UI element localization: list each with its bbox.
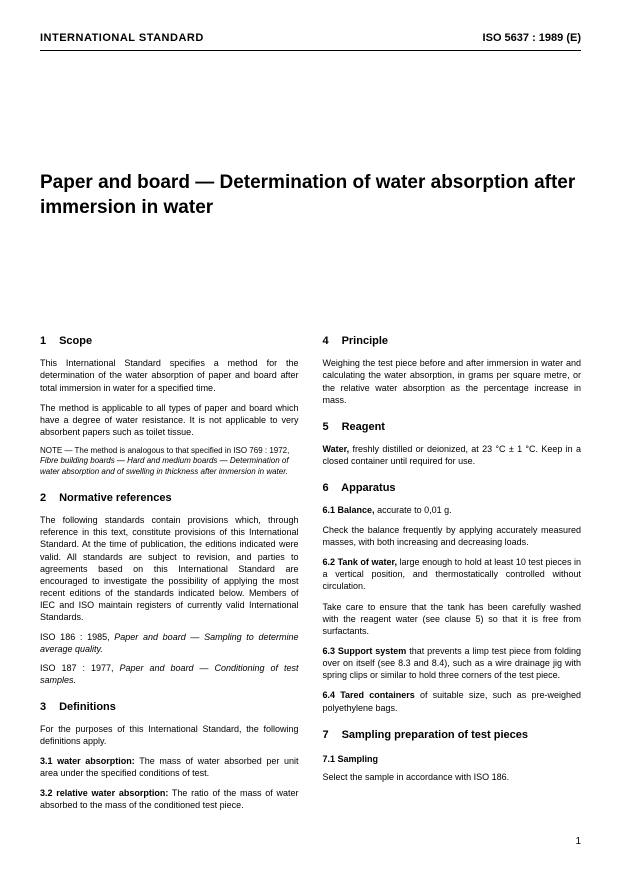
section-number: 6 xyxy=(323,481,339,496)
app-num: 6.4 xyxy=(323,690,336,700)
section-number: 2 xyxy=(40,491,56,506)
app-num: 6.2 xyxy=(323,557,336,567)
reagent-text: freshly distilled or deionized, at 23 °C… xyxy=(323,444,581,466)
page: INTERNATIONAL STANDARD ISO 5637 : 1989 (… xyxy=(0,0,621,877)
section-5-heading: 5 Reagent xyxy=(323,420,582,435)
principle-p1: Weighing the test piece before and after… xyxy=(323,357,582,406)
app-num: 6.3 xyxy=(323,646,336,656)
header-right: ISO 5637 : 1989 (E) xyxy=(483,32,581,44)
app-term: Tank of water, xyxy=(338,557,397,567)
subsection-7-1: 7.1 Sampling xyxy=(323,753,582,765)
def-3-1: 3.1 water absorption: The mass of water … xyxy=(40,755,299,779)
section-number: 5 xyxy=(323,420,339,435)
section-7-heading: 7 Sampling preparation of test pieces xyxy=(323,728,582,743)
page-number: 1 xyxy=(575,836,581,847)
ref-code: ISO 186 : 1985, xyxy=(40,632,110,642)
right-column: 4 Principle Weighing the test piece befo… xyxy=(323,320,582,819)
def-3-2: 3.2 relative water absorption: The ratio… xyxy=(40,787,299,811)
header-left: INTERNATIONAL STANDARD xyxy=(40,32,204,44)
section-title: Reagent xyxy=(342,421,385,433)
note-italic: Fibre building boards — Hard and medium … xyxy=(40,456,289,475)
note-label: NOTE — xyxy=(40,446,72,455)
normref-p1: The following standards contain provisio… xyxy=(40,514,299,623)
scope-p2: The method is applicable to all types of… xyxy=(40,402,299,438)
content-columns: 1 Scope This International Standard spec… xyxy=(40,320,581,819)
ref-code: ISO 187 : 1977, xyxy=(40,663,114,673)
app-text: accurate to 0,01 g. xyxy=(377,505,452,515)
scope-p1: This International Standard specifies a … xyxy=(40,357,299,393)
section-number: 4 xyxy=(323,334,339,349)
apparatus-6-4: 6.4 Tared containers of suitable size, s… xyxy=(323,689,582,713)
sub-num: 7.1 xyxy=(323,754,336,764)
reagent-p1: Water, freshly distilled or deionized, a… xyxy=(323,443,582,467)
section-number: 1 xyxy=(40,334,56,349)
document-title: Paper and board — Determination of water… xyxy=(40,171,581,220)
ref-iso186: ISO 186 : 1985, Paper and board — Sampli… xyxy=(40,631,299,655)
section-number: 3 xyxy=(40,700,56,715)
section-4-heading: 4 Principle xyxy=(323,334,582,349)
section-1-heading: 1 Scope xyxy=(40,334,299,349)
sampling-p1: Select the sample in accordance with ISO… xyxy=(323,771,582,783)
left-column: 1 Scope This International Standard spec… xyxy=(40,320,299,819)
scope-note: NOTE — The method is analogous to that s… xyxy=(40,446,299,477)
section-3-heading: 3 Definitions xyxy=(40,700,299,715)
app-term: Support system xyxy=(338,646,406,656)
section-6-heading: 6 Apparatus xyxy=(323,481,582,496)
section-title: Scope xyxy=(59,335,92,347)
app-term: Tared containers xyxy=(340,690,415,700)
ref-iso187: ISO 187 : 1977, Paper and board — Condit… xyxy=(40,662,299,686)
section-title: Sampling preparation of test pieces xyxy=(342,729,528,741)
apparatus-6-3: 6.3 Support system that prevents a limp … xyxy=(323,645,582,681)
note-text: The method is analogous to that specifie… xyxy=(75,446,290,455)
section-title: Normative references xyxy=(59,492,172,504)
section-title: Apparatus xyxy=(341,482,395,494)
apparatus-6-1: 6.1 Balance, accurate to 0,01 g. xyxy=(323,504,582,516)
apparatus-6-1-p2: Check the balance frequently by applying… xyxy=(323,524,582,548)
sub-title: Sampling xyxy=(338,754,379,764)
def-term: water absorption: xyxy=(57,756,135,766)
section-title: Principle xyxy=(342,335,388,347)
def-num: 3.2 xyxy=(40,788,53,798)
definitions-intro: For the purposes of this International S… xyxy=(40,723,299,747)
def-num: 3.1 xyxy=(40,756,53,766)
page-header: INTERNATIONAL STANDARD ISO 5637 : 1989 (… xyxy=(40,32,581,51)
def-term: relative water absorption: xyxy=(56,788,168,798)
section-2-heading: 2 Normative references xyxy=(40,491,299,506)
section-number: 7 xyxy=(323,728,339,743)
apparatus-6-2-p2: Take care to ensure that the tank has be… xyxy=(323,601,582,637)
app-term: Balance, xyxy=(338,505,375,515)
app-num: 6.1 xyxy=(323,505,336,515)
reagent-term: Water, xyxy=(323,444,350,454)
apparatus-6-2: 6.2 Tank of water, large enough to hold … xyxy=(323,556,582,592)
section-title: Definitions xyxy=(59,701,116,713)
